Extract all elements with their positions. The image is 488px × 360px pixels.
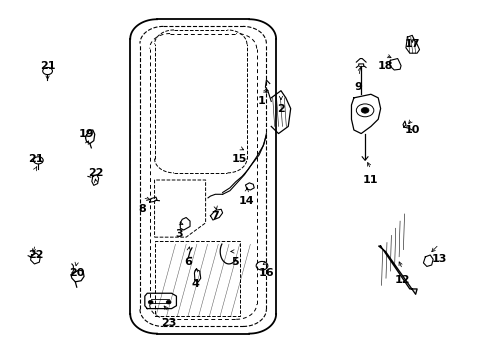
Text: 16: 16 <box>258 268 274 278</box>
Circle shape <box>148 300 153 304</box>
Text: 19: 19 <box>79 129 94 139</box>
Text: 11: 11 <box>363 175 378 185</box>
Text: 3: 3 <box>175 229 183 239</box>
Text: 2: 2 <box>277 104 284 113</box>
Text: 9: 9 <box>354 82 362 92</box>
Text: 5: 5 <box>230 257 238 267</box>
Text: 6: 6 <box>184 257 192 267</box>
Text: 15: 15 <box>231 154 247 163</box>
Text: 1: 1 <box>257 96 265 107</box>
Text: 12: 12 <box>394 275 409 285</box>
Text: 22: 22 <box>88 168 104 178</box>
Text: 18: 18 <box>377 61 392 71</box>
Circle shape <box>166 300 171 304</box>
Text: 8: 8 <box>138 203 146 213</box>
Text: 21: 21 <box>40 61 55 71</box>
Text: 21: 21 <box>28 154 43 163</box>
Text: 14: 14 <box>239 197 254 206</box>
Polygon shape <box>378 246 416 294</box>
Text: 4: 4 <box>192 279 200 289</box>
Text: 20: 20 <box>69 268 84 278</box>
Text: 10: 10 <box>404 125 419 135</box>
Text: 23: 23 <box>161 318 177 328</box>
Text: 22: 22 <box>28 250 43 260</box>
Text: 7: 7 <box>211 211 219 221</box>
Circle shape <box>361 108 368 113</box>
Text: 13: 13 <box>430 253 446 264</box>
Text: 17: 17 <box>404 39 419 49</box>
